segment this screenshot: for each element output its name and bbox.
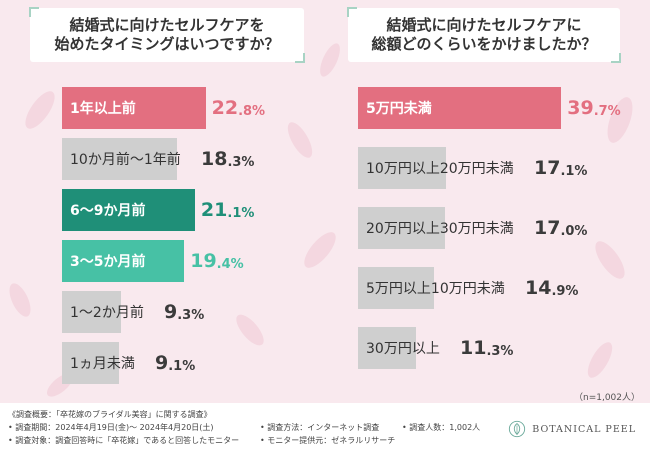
bar-category-label: 5万円以上10万円未満	[366, 281, 505, 297]
value-integer: 11	[460, 337, 487, 359]
value-integer: 39	[567, 97, 594, 119]
bar-value-label: 9.1%	[155, 342, 195, 384]
bar-category-label: 1年以上前	[70, 101, 136, 117]
leaf-logo-icon	[509, 420, 526, 438]
footer-survey-period: • 調査期間：2024年4月19日(金)〜 2024年4月20日(土)	[8, 423, 214, 432]
value-decimal: .3%	[486, 343, 514, 359]
value-integer: 9	[164, 301, 178, 323]
bar-category-label: 6〜9か月前	[70, 203, 146, 219]
bar-value-label: 22.8%	[212, 87, 265, 129]
value-integer: 22	[211, 97, 239, 119]
value-integer: 21	[200, 199, 228, 221]
bar-value-label: 39.7%	[567, 87, 620, 129]
sample-size-note: （n=1,002人）	[573, 393, 640, 403]
brand-name: BOTANICAL PEEL	[532, 423, 636, 435]
value-decimal: .3%	[177, 307, 205, 323]
value-integer: 9	[155, 352, 169, 374]
left-chart-title: 結婚式に向けたセルフケアを 始めたタイミングはいつですか？	[29, 7, 305, 63]
value-decimal: .9%	[551, 283, 579, 299]
value-decimal: .8%	[238, 103, 266, 119]
left-title-line-2: 始めたタイミングはいつですか？	[54, 35, 280, 53]
value-integer: 17	[534, 157, 561, 179]
value-decimal: .4%	[216, 256, 244, 272]
bar-category-label: 1〜2か月前	[70, 305, 144, 321]
value-decimal: .1%	[560, 163, 588, 179]
footer-survey-target: • 調査対象：調査回答時に「卒花嫁」であると回答したモニター	[8, 436, 240, 445]
bar-category-label: 5万円未満	[366, 101, 432, 117]
value-decimal: .0%	[560, 223, 588, 239]
bar-value-label: 17.0%	[534, 207, 587, 249]
bar	[358, 327, 416, 369]
bar-category-label: 20万円以上30万円未満	[366, 221, 514, 237]
right-title-line-1: 結婚式に向けたセルフケアに	[386, 16, 582, 34]
right-title-line-2: 総額どのくらいをかけましたか？	[371, 35, 597, 53]
title-corner-decoration	[347, 7, 357, 17]
bar-category-label: 10か月前〜1年前	[70, 152, 181, 168]
bar	[62, 138, 178, 180]
bar	[62, 291, 121, 333]
bar-value-label: 21.1%	[201, 189, 254, 231]
value-decimal: .1%	[227, 205, 255, 221]
value-decimal: .1%	[168, 358, 196, 374]
bar	[358, 207, 446, 249]
bar	[358, 267, 435, 309]
brand-logo: BOTANICAL PEEL	[508, 420, 636, 438]
survey-footer: 《調査概要：「卒花嫁のブライダル美容」に関する調査》 • 調査期間：2024年4…	[0, 403, 650, 450]
value-integer: 14	[525, 277, 552, 299]
bar	[358, 87, 562, 129]
value-integer: 19	[190, 250, 217, 272]
bar	[62, 342, 120, 384]
value-integer: 18	[201, 148, 228, 170]
bar-category-label: 1ヵ月未満	[70, 356, 135, 372]
footer-survey-title: 《調査概要：「卒花嫁のブライダル美容」に関する調査》	[8, 410, 212, 419]
value-decimal: .7%	[593, 103, 621, 119]
bar-value-label: 11.3%	[460, 327, 513, 369]
bar-value-label: 17.1%	[534, 147, 587, 189]
bar-value-label: 19.4%	[190, 240, 243, 282]
bar	[62, 87, 206, 129]
footer-monitor-provider: • モニター提供元：ゼネラルリサーチ	[260, 436, 396, 445]
bar-value-label: 9.3%	[164, 291, 204, 333]
title-corner-decoration	[29, 7, 39, 17]
footer-sample-count: • 調査人数：1,002人	[402, 423, 481, 432]
footer-survey-method: • 調査方法：インターネット調査	[260, 423, 380, 432]
bar-value-label: 18.3%	[201, 138, 254, 180]
bar	[62, 240, 185, 282]
title-corner-decoration	[611, 53, 621, 63]
bar	[62, 189, 195, 231]
value-decimal: .3%	[227, 154, 255, 170]
right-chart-title: 結婚式に向けたセルフケアに 総額どのくらいをかけましたか？	[347, 7, 621, 63]
bar-category-label: 3〜5か月前	[70, 254, 146, 270]
value-integer: 17	[534, 217, 561, 239]
title-corner-decoration	[295, 53, 305, 63]
bar-category-label: 10万円以上20万円未満	[366, 161, 514, 177]
bar-category-label: 30万円以上	[366, 341, 440, 357]
bar	[358, 147, 446, 189]
left-title-line-1: 結婚式に向けたセルフケアを	[69, 16, 265, 34]
bar-value-label: 14.9%	[525, 267, 578, 309]
